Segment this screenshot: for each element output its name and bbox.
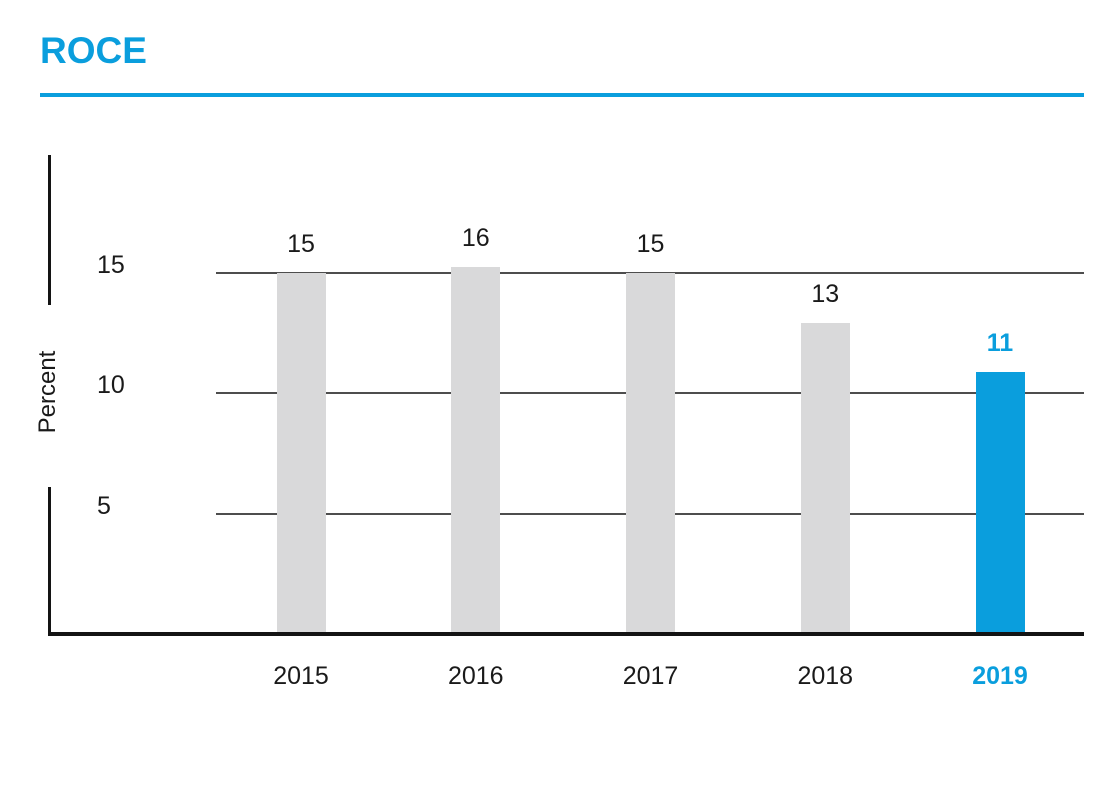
bar-2016 <box>451 266 501 634</box>
title-underline-rule <box>40 93 1084 97</box>
x-category-label-2017: 2017 <box>622 662 679 690</box>
bar-value-label-2015: 15 <box>287 229 315 258</box>
y-tick-label-5: 5 <box>97 491 111 520</box>
x-category-label-2015: 2015 <box>273 662 329 690</box>
bar-value-label-2017: 15 <box>636 229 665 258</box>
bar-value-label-2019: 11 <box>986 328 1014 357</box>
bar-2017 <box>626 272 675 634</box>
bar-value-label-2016: 16 <box>461 223 490 252</box>
bar-2015 <box>276 272 326 634</box>
chart-title: ROCE <box>40 30 147 71</box>
x-axis-line <box>48 632 1084 636</box>
y-tick-label-10: 10 <box>97 371 125 400</box>
x-category-label-2019: 2019 <box>972 662 1028 690</box>
bar-2018 <box>800 323 850 634</box>
y-axis-line-top-segment <box>48 155 51 305</box>
bar-value-label-2018: 13 <box>811 280 840 309</box>
x-category-label-2016: 2016 <box>447 662 504 690</box>
y-axis-label: Percent <box>34 350 61 434</box>
bar-2019 <box>975 371 1025 634</box>
y-axis-line-bottom-segment <box>48 487 51 634</box>
x-category-label-2018: 2018 <box>797 662 854 690</box>
y-tick-label-15: 15 <box>97 250 125 279</box>
